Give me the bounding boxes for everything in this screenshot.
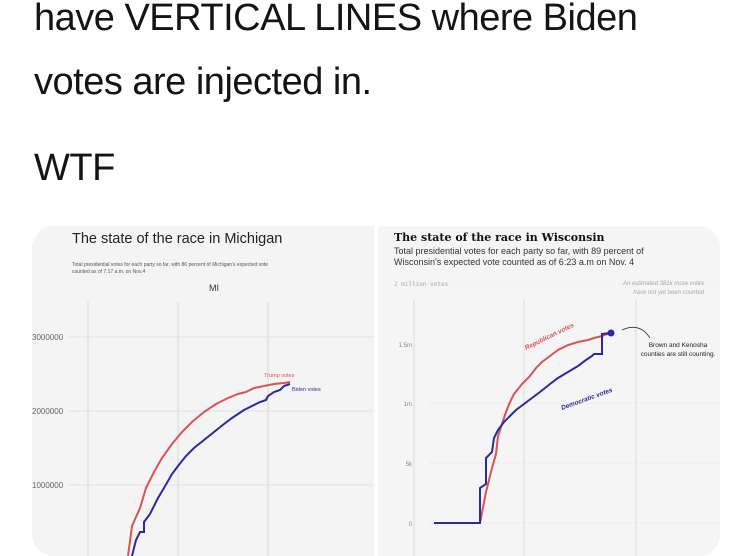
tweet-line-3: WTF <box>34 147 115 189</box>
wisconsin-subtitle-line-2: Wisconsin's expected vote counted as of … <box>394 257 635 267</box>
wisconsin-chart-title: The state of the race in Wisconsin <box>394 231 605 244</box>
wisconsin-annotation-arrow <box>621 326 651 339</box>
tweet-text: have VERTICAL LINES where Biden votes ar… <box>34 0 724 200</box>
michigan-chart-title: The state of the race in Michigan <box>72 231 283 247</box>
wisconsin-y-label-2: 1m <box>404 402 412 408</box>
wisconsin-subtitle-line-1: Total presidential votes for each party … <box>394 246 644 256</box>
wisconsin-y-label-3: 5k <box>406 462 413 468</box>
wisconsin-y-label-4: 0 <box>409 522 413 528</box>
wisconsin-note-line-2: have not yet been counted <box>633 290 704 296</box>
wisconsin-chart-image[interactable]: The state of the race in Wisconsin Total… <box>378 226 720 556</box>
wisconsin-republican-label: Republican votes <box>524 322 576 352</box>
wisconsin-democratic-label: Democratic votes <box>560 387 614 412</box>
michigan-chart-subtitle: Total presidential votes for each party … <box>72 262 268 275</box>
wisconsin-democratic-line <box>434 332 611 524</box>
tweet-media[interactable]: The state of the race in Michigan Total … <box>32 226 720 556</box>
tweet-line-1: have VERTICAL LINES where Biden <box>34 0 638 39</box>
wisconsin-end-marker <box>607 329 615 337</box>
michigan-chart-svg: MI 3000000 2000000 1000000 Trump votes B… <box>32 283 374 556</box>
wisconsin-chart-svg: 2 million votes An estimated 381k more v… <box>394 281 720 556</box>
wisconsin-annotation-line-2: counties are still counting. <box>641 351 716 358</box>
michigan-y-label-2: 2000000 <box>32 407 64 416</box>
michigan-biden-line <box>131 383 291 556</box>
wisconsin-top-left-label: 2 million votes <box>394 281 449 288</box>
wisconsin-republican-line <box>479 332 611 524</box>
michigan-biden-label: Biden votes <box>292 387 321 393</box>
wisconsin-y-label-1: 1.5m <box>399 343 412 349</box>
michigan-trump-label: Trump votes <box>264 373 295 379</box>
tweet-line-2: votes are injected in. <box>34 61 372 103</box>
wisconsin-note-line-1: An estimated 381k more votes <box>622 281 704 287</box>
wisconsin-annotation-line-1: Brown and Kenosha <box>649 342 708 349</box>
michigan-y-label-1: 3000000 <box>32 333 64 342</box>
michigan-state-label: MI <box>209 283 219 293</box>
michigan-y-label-3: 1000000 <box>32 481 64 490</box>
michigan-chart-image[interactable]: The state of the race in Michigan Total … <box>32 226 374 556</box>
michigan-trump-line <box>127 381 291 556</box>
tweet-spacer <box>34 114 724 136</box>
wisconsin-chart-subtitle: Total presidential votes for each party … <box>394 246 644 268</box>
michigan-subtitle-line-1: Total presidential votes for each party … <box>72 262 269 268</box>
michigan-subtitle-line-2: counted as of 7:17 a.m. on Nov.4 <box>72 268 146 275</box>
